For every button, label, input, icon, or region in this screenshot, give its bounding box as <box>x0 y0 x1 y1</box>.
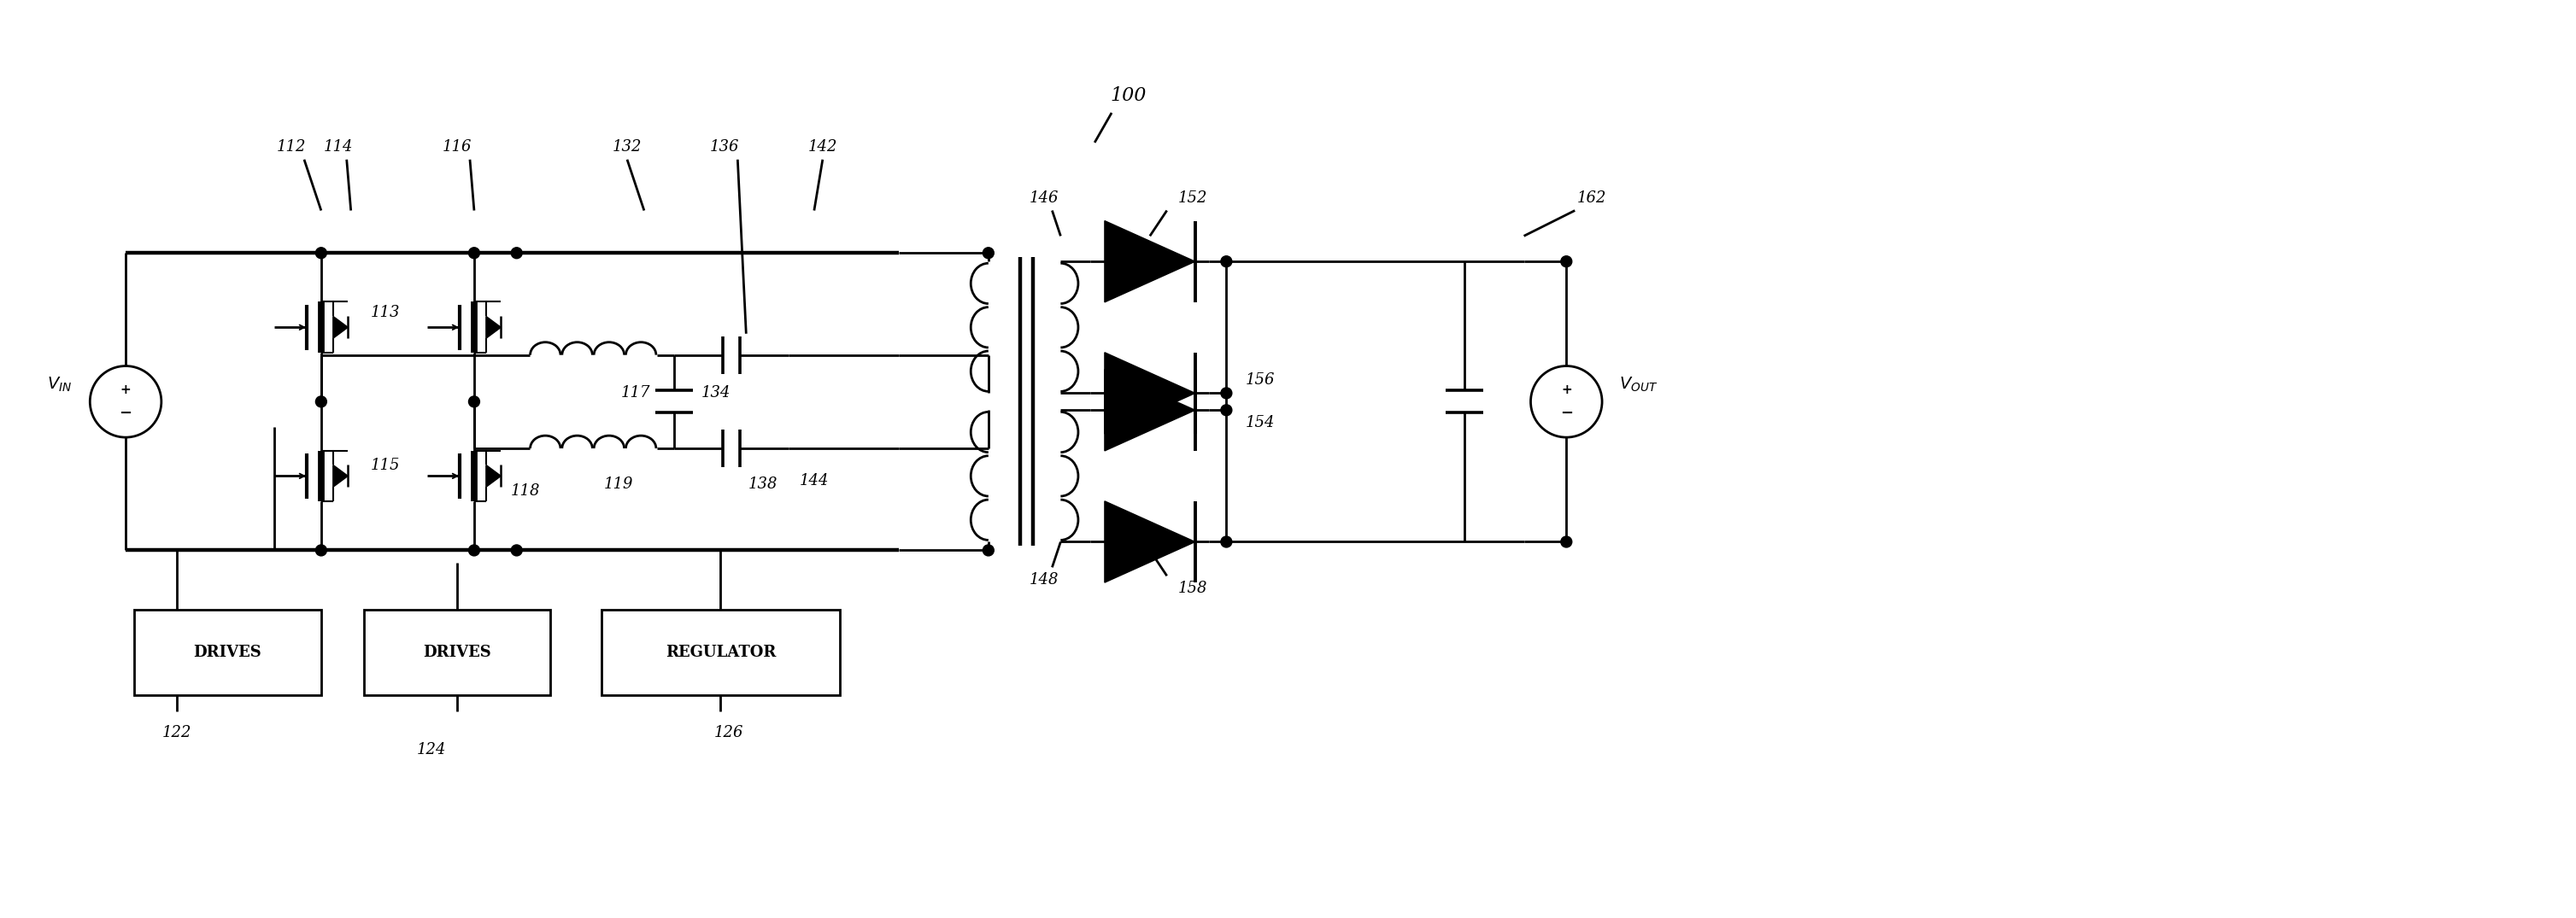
Circle shape <box>469 544 479 555</box>
Text: 116: 116 <box>443 140 471 154</box>
Circle shape <box>469 248 479 259</box>
Polygon shape <box>487 317 500 339</box>
Text: +: + <box>121 384 131 397</box>
Text: 156: 156 <box>1247 373 1275 388</box>
Circle shape <box>1221 256 1231 267</box>
Circle shape <box>317 397 327 408</box>
Text: 142: 142 <box>809 140 837 154</box>
Text: 113: 113 <box>371 305 399 320</box>
Circle shape <box>1221 405 1231 416</box>
Text: $V_{IN}$: $V_{IN}$ <box>46 375 72 394</box>
Text: 126: 126 <box>714 725 744 741</box>
Circle shape <box>510 248 523 259</box>
Circle shape <box>317 248 327 259</box>
Text: DRIVES: DRIVES <box>422 644 492 660</box>
Text: REGULATOR: REGULATOR <box>665 644 775 660</box>
Text: 144: 144 <box>799 473 829 488</box>
Text: 148: 148 <box>1028 573 1059 588</box>
Polygon shape <box>1105 221 1195 302</box>
Bar <box>363 610 551 695</box>
Text: +: + <box>1561 384 1571 397</box>
Polygon shape <box>1105 369 1195 451</box>
Text: 162: 162 <box>1577 190 1607 206</box>
Text: 124: 124 <box>417 743 446 757</box>
Text: 118: 118 <box>510 483 541 498</box>
Text: 154: 154 <box>1247 415 1275 431</box>
Text: 158: 158 <box>1177 581 1208 596</box>
Circle shape <box>317 544 327 555</box>
Polygon shape <box>332 317 348 339</box>
Circle shape <box>510 544 523 555</box>
Text: −: − <box>1561 406 1574 421</box>
Circle shape <box>1561 256 1571 267</box>
Text: 132: 132 <box>613 140 641 154</box>
Text: $V_{OUT}$: $V_{OUT}$ <box>1620 375 1659 394</box>
Text: 119: 119 <box>603 476 634 492</box>
Polygon shape <box>487 465 500 487</box>
Text: 138: 138 <box>750 476 778 492</box>
Text: 114: 114 <box>325 140 353 154</box>
Bar <box>134 610 322 695</box>
Text: −: − <box>118 406 131 421</box>
Text: DRIVES: DRIVES <box>193 644 263 660</box>
Circle shape <box>469 397 479 408</box>
Text: 146: 146 <box>1028 190 1059 206</box>
Circle shape <box>1221 387 1231 398</box>
Bar <box>603 610 840 695</box>
Polygon shape <box>1105 501 1195 583</box>
Circle shape <box>1561 536 1571 547</box>
Circle shape <box>984 544 994 555</box>
Polygon shape <box>332 465 348 487</box>
Text: 134: 134 <box>701 386 732 401</box>
Text: 136: 136 <box>711 140 739 154</box>
Text: 100: 100 <box>1110 86 1146 106</box>
Text: 122: 122 <box>162 725 191 741</box>
Text: 152: 152 <box>1177 190 1208 206</box>
Text: 117: 117 <box>621 386 649 401</box>
Circle shape <box>1221 536 1231 547</box>
Polygon shape <box>1105 353 1195 434</box>
Circle shape <box>984 248 994 259</box>
Text: 115: 115 <box>371 458 399 473</box>
Text: 112: 112 <box>276 140 307 154</box>
